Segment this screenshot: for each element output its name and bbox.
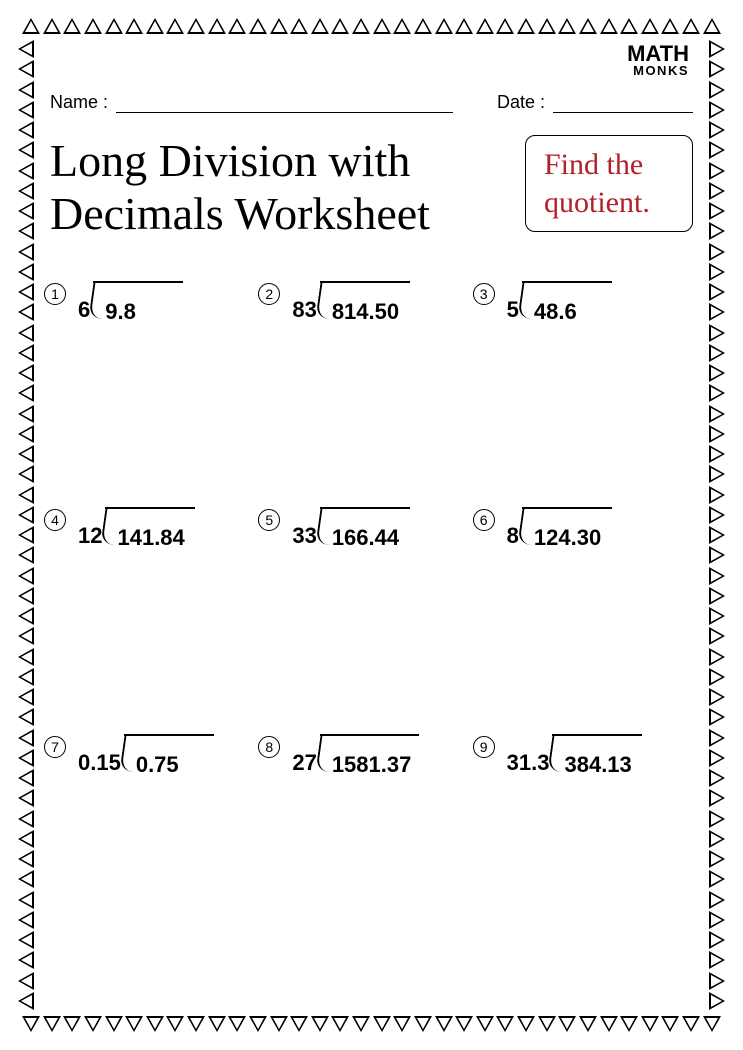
problem-number: 2 [258, 283, 280, 305]
problem-4: 412141.84 [50, 507, 264, 734]
problem-number: 8 [258, 736, 280, 758]
dividend: 1581.37 [320, 734, 420, 778]
logo-line2: MONKS [627, 65, 689, 77]
problem-3: 3548.6 [479, 281, 693, 508]
division-expression: 83814.50 [292, 281, 409, 325]
dividend: 124.30 [522, 507, 612, 551]
division-expression: 12141.84 [78, 507, 195, 551]
problem-number: 3 [473, 283, 495, 305]
dividend: 384.13 [552, 734, 642, 778]
date-label: Date : [497, 92, 545, 113]
division-expression: 0.150.75 [78, 734, 214, 778]
divisor: 0.15 [78, 734, 124, 776]
problem-9: 931.3384.13 [479, 734, 693, 961]
name-input-line[interactable] [116, 95, 453, 113]
divisor: 27 [292, 734, 319, 776]
problem-2: 283814.50 [264, 281, 478, 508]
instruction-box: Find the quotient. [525, 135, 693, 232]
divisor: 12 [78, 507, 105, 549]
division-expression: 33166.44 [292, 507, 409, 551]
brand-logo: MATH MONKS [627, 44, 689, 77]
problem-5: 533166.44 [264, 507, 478, 734]
problem-number: 4 [44, 509, 66, 531]
problem-number: 5 [258, 509, 280, 531]
worksheet-title: Long Division with Decimals Worksheet [50, 135, 507, 241]
problem-6: 68124.30 [479, 507, 693, 734]
dividend: 166.44 [320, 507, 410, 551]
problem-number: 7 [44, 736, 66, 758]
division-expression: 69.8 [78, 281, 183, 325]
division-expression: 31.3384.13 [507, 734, 643, 778]
dividend: 814.50 [320, 281, 410, 325]
problem-1: 169.8 [50, 281, 264, 508]
division-expression: 548.6 [507, 281, 612, 325]
divisor: 33 [292, 507, 319, 549]
division-expression: 8124.30 [507, 507, 612, 551]
date-input-line[interactable] [553, 95, 693, 113]
dividend: 9.8 [93, 281, 183, 325]
logo-line1: MATH [627, 44, 689, 65]
dividend: 0.75 [124, 734, 214, 778]
problem-7: 70.150.75 [50, 734, 264, 961]
problems-grid: 169.8283814.503548.6412141.84533166.4468… [50, 281, 693, 961]
divisor: 31.3 [507, 734, 553, 776]
division-expression: 271581.37 [292, 734, 419, 778]
header-fields: Name : Date : [50, 92, 693, 113]
problem-number: 1 [44, 283, 66, 305]
problem-number: 9 [473, 736, 495, 758]
problem-number: 6 [473, 509, 495, 531]
dividend: 141.84 [105, 507, 195, 551]
name-label: Name : [50, 92, 108, 113]
problem-8: 8271581.37 [264, 734, 478, 961]
divisor: 83 [292, 281, 319, 323]
dividend: 48.6 [522, 281, 612, 325]
